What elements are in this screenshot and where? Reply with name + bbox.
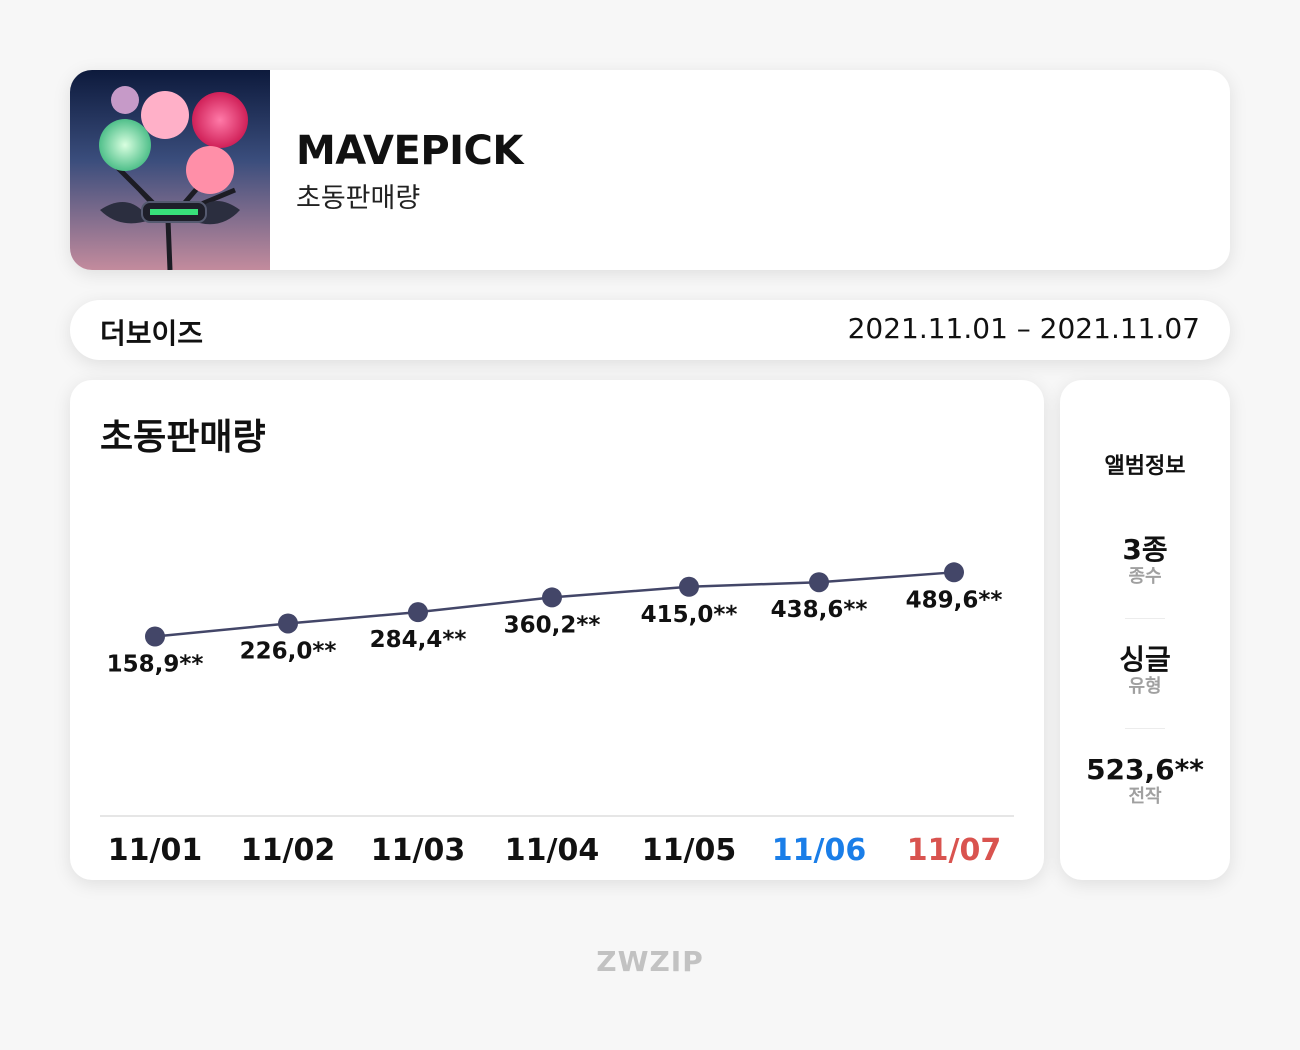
album-info-card: 앨범정보 3종 종수 싱글 유형 523,6** 전작 [1060,380,1230,880]
data-point [679,576,699,597]
stat-previous-value: 523,6** [1086,753,1204,786]
x-tick-label: 11/06 [772,833,866,868]
data-label: 284,4** [370,627,467,653]
data-label: 158,9** [107,652,204,678]
artist-name: 더보이즈 [100,317,204,350]
stat-versions-value: 3종 [1122,533,1168,566]
data-point [809,572,829,593]
data-point [278,613,298,634]
album-header-card: MAVEPICK 초동판매량 [70,70,1230,270]
x-tick-label: 11/05 [642,833,736,868]
x-tick-label: 11/04 [505,833,599,868]
data-label: 360,2** [504,612,601,638]
stat-type-label: 유형 [1128,676,1162,697]
data-point [542,587,562,608]
data-label: 415,0** [641,602,738,628]
x-tick-label: 11/01 [108,833,202,868]
stat-previous: 523,6** 전작 [1060,753,1230,807]
album-subtitle: 초동판매량 [296,183,421,214]
album-info-heading: 앨범정보 [1104,454,1186,479]
data-label: 226,0** [240,638,337,664]
data-point [145,626,165,647]
chart-title: 초동판매량 [100,417,266,458]
stat-type: 싱글 유형 [1060,643,1230,697]
x-tick-label: 11/07 [907,833,1001,868]
artist-period-bar: 더보이즈 2021.11.01 – 2021.11.07 [70,300,1230,360]
data-label: 438,6** [771,597,868,623]
stat-type-value: 싱글 [1119,643,1171,676]
stat-versions: 3종 종수 [1060,533,1230,587]
sales-line-chart: 158,9** 226,0** 284,4** 360,2** 415,0** 438,6… [100,562,1014,868]
stat-previous-label: 전작 [1128,786,1162,807]
stat-divider [1125,618,1165,619]
data-point [944,562,964,583]
footer-brand: ZWZIP [596,945,704,978]
x-tick-label: 11/02 [241,833,335,868]
x-tick-label: 11/03 [371,833,465,868]
album-title: MAVEPICK [296,128,523,174]
data-point [408,602,428,623]
data-label: 489,6** [906,587,1003,613]
album-cover-image [70,70,270,270]
stat-divider [1125,728,1165,729]
stat-versions-label: 종수 [1128,566,1162,587]
sales-chart-card: 초동판매량 158,9** 226,0** 284,4** 360,2** 415,0*… [70,380,1044,880]
sales-period: 2021.11.01 – 2021.11.07 [847,312,1200,345]
